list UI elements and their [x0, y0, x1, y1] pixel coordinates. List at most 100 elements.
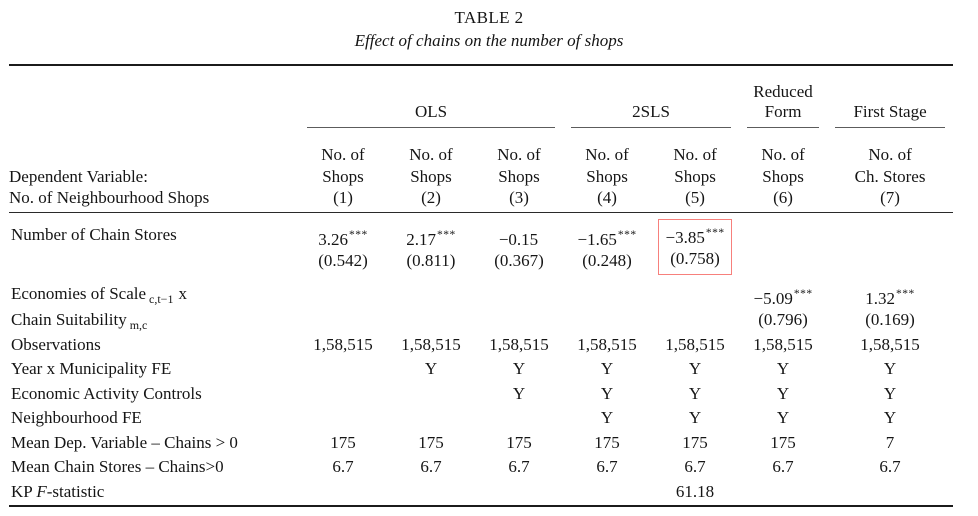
column-header-7: No. of Ch. Stores (7): [827, 136, 954, 213]
table-title: TABLE 2: [454, 8, 524, 27]
dependent-variable-label: Dependent Variable: No. of Neighbourhood…: [9, 136, 299, 213]
value-cell: 1,58,515: [577, 334, 637, 354]
coef-cell-c7-empty: [827, 212, 953, 281]
row-mean-dep-variable: Mean Dep. Variable – Chains > 0 175 175 …: [9, 431, 953, 456]
value-cell: 6.7: [596, 457, 618, 477]
value-cell: Y: [600, 383, 614, 403]
value-cell: 6.7: [508, 457, 530, 477]
value-cell: 1,58,515: [401, 334, 461, 354]
row-label-neighbourhood-fe: Neighbourhood FE: [11, 408, 142, 428]
column-group-2sls: 2SLS: [563, 65, 739, 136]
value-cell: [299, 480, 387, 506]
std-error: (0.248): [582, 250, 632, 270]
value-cell: [387, 382, 475, 407]
row-kp-f-statistic: KP F-statistic 61.18: [9, 480, 953, 506]
column-group-ols: OLS: [299, 65, 563, 136]
value-cell: Y: [883, 383, 897, 403]
value-cell: [563, 480, 651, 506]
value-cell: Y: [600, 408, 614, 428]
value-cell: Y: [883, 408, 897, 428]
row-label-year-x-municipality-fe: Year x Municipality FE: [11, 359, 172, 379]
group-stub-spacer: [9, 65, 299, 136]
column-groups-row: OLS 2SLS Reduced Form First Stage: [9, 65, 953, 136]
value-cell: 1,58,515: [489, 334, 549, 354]
std-error: (0.169): [865, 309, 915, 329]
row-label-kp-f-statistic: KP F-statistic: [11, 482, 105, 502]
value-cell: Y: [776, 408, 790, 428]
coef-cell-empty: [563, 281, 651, 333]
value-cell: 175: [594, 432, 620, 452]
row-economies-of-scale: Economies of Scale c,t−1 x Chain Suitabili…: [9, 281, 953, 333]
dependent-variable-line2: No. of Neighbourhood Shops: [9, 188, 210, 207]
std-error: (0.542): [318, 250, 368, 270]
std-error: (0.811): [406, 250, 456, 270]
coef-cell-c5: −3.85*** (0.758): [651, 212, 739, 281]
column-group-reduced-form: Reduced Form: [739, 65, 827, 136]
value-cell: 7: [885, 432, 895, 452]
value-cell: 175: [770, 432, 796, 452]
significance-stars: ***: [349, 228, 368, 241]
significance-stars: ***: [705, 226, 725, 239]
value-cell: 1,58,515: [313, 334, 373, 354]
value-cell: [827, 480, 953, 506]
value-cell: 6.7: [772, 457, 794, 477]
row-observations: Observations 1,58,515 1,58,515 1,58,515 …: [9, 333, 953, 358]
significance-stars: ***: [437, 228, 456, 241]
value-cell: 1,58,515: [665, 334, 725, 354]
row-label-economies-of-scale: Economies of Scale c,t−1 x Chain Suitabili…: [11, 283, 187, 332]
regression-table: OLS 2SLS Reduced Form First Stage Depend…: [9, 64, 954, 507]
group-label-reduced-form: Reduced Form: [747, 82, 820, 128]
coef-cell-c2: 2.17*** (0.811): [387, 212, 475, 281]
value-cell: 175: [506, 432, 532, 452]
row-mean-chain-stores: Mean Chain Stores – Chains>0 6.7 6.7 6.7…: [9, 455, 953, 480]
subscript-mc: m,c: [129, 317, 148, 332]
column-header-6: No. of Shops (6): [739, 136, 828, 213]
value-cell: [299, 357, 387, 382]
row-year-x-municipality-fe: Year x Municipality FE Y Y Y Y Y Y: [9, 357, 953, 382]
group-label-ols: OLS: [307, 102, 556, 128]
column-group-first-stage: First Stage: [827, 65, 953, 136]
value-cell: Y: [512, 359, 526, 379]
row-label-mean-dep-variable: Mean Dep. Variable – Chains > 0: [11, 432, 238, 452]
value-cell: 175: [418, 432, 444, 452]
row-neighbourhood-fe: Neighbourhood FE Y Y Y Y: [9, 406, 953, 431]
coef-cell-c1: 3.26*** (0.542): [299, 212, 387, 281]
significance-stars: ***: [896, 287, 915, 300]
value-cell: Y: [883, 359, 897, 379]
row-economic-activity-controls: Economic Activity Controls Y Y Y Y Y: [9, 382, 953, 407]
coef-cell-c3: −0.15 (0.367): [475, 212, 563, 281]
value-cell: Y: [688, 408, 702, 428]
column-header-3: No. of Shops (3): [475, 136, 564, 213]
group-label-first-stage: First Stage: [835, 102, 946, 128]
group-label-2sls: 2SLS: [571, 102, 732, 128]
significance-stars: ***: [793, 287, 813, 300]
value-cell: Y: [688, 359, 702, 379]
value-cell: 6.7: [420, 457, 442, 477]
value-cell: Y: [776, 359, 790, 379]
column-headers-row: Dependent Variable: No. of Neighbourhood…: [9, 136, 954, 213]
value-cell: [299, 382, 387, 407]
coef-cell-empty: [475, 281, 563, 333]
column-header-4: No. of Shops (4): [563, 136, 652, 213]
value-cell: [387, 480, 475, 506]
coef-cell-c4: −1.65*** (0.248): [563, 212, 651, 281]
column-header-1: No. of Shops (1): [299, 136, 387, 213]
value-cell: Y: [688, 383, 702, 403]
value-cell: Y: [424, 359, 438, 379]
coef-cell-empty: [299, 281, 387, 333]
subscript-ct-1: c,t−1: [149, 291, 174, 306]
std-error: (0.758): [670, 248, 720, 268]
row-number-of-chain-stores: Number of Chain Stores 3.26*** (0.542) 2…: [9, 212, 953, 281]
value-cell: 61.18: [675, 482, 715, 502]
italic-f: F: [36, 482, 47, 502]
value-cell: Y: [512, 383, 526, 403]
highlight-box: −3.85*** (0.758): [658, 218, 732, 275]
table-subtitle: Effect of chains on the number of shops: [354, 31, 624, 50]
coef-cell-c7: 1.32*** (0.169): [827, 281, 953, 333]
value-cell: 175: [330, 432, 356, 452]
row-label-economic-activity-controls: Economic Activity Controls: [11, 383, 202, 403]
coef-cell-c6: −5.09*** (0.796): [739, 281, 827, 333]
row-label-number-of-chain-stores: Number of Chain Stores: [11, 224, 177, 244]
value-cell: Y: [776, 383, 790, 403]
column-header-2: No. of Shops (2): [387, 136, 475, 213]
